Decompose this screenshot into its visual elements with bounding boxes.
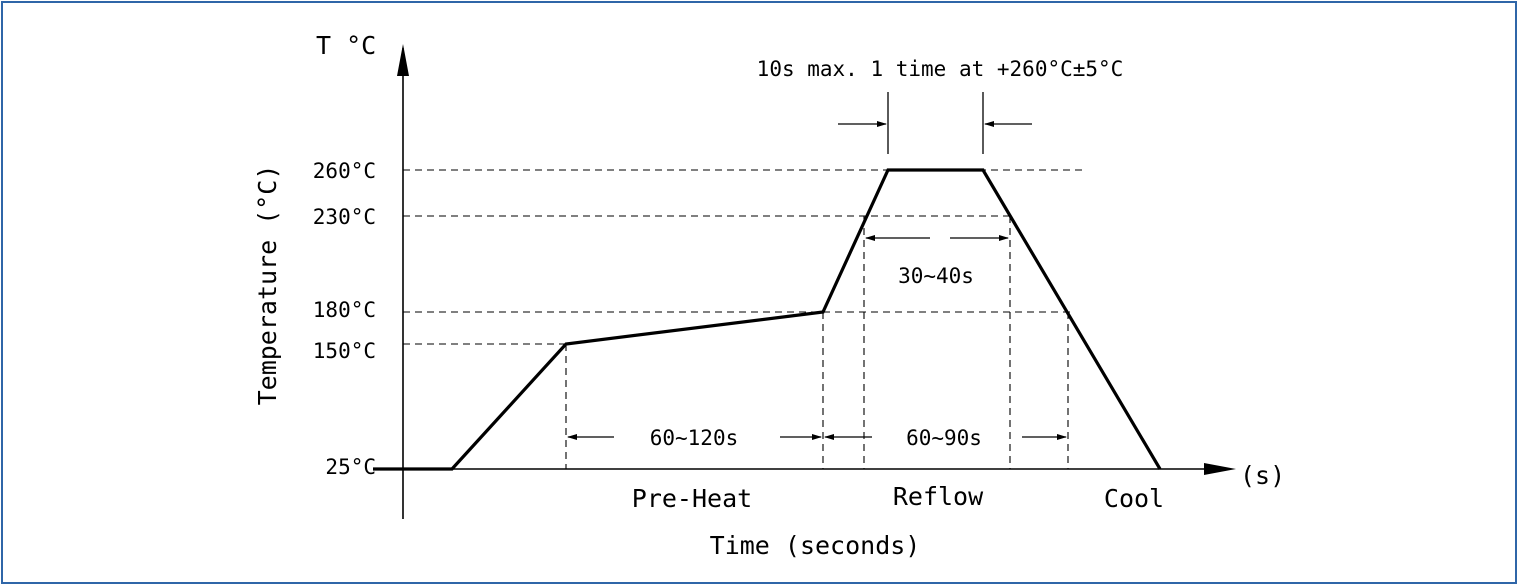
reflow-profile-curve <box>373 168 1162 471</box>
x-axis-title: Time (seconds) <box>710 531 921 560</box>
temp-label-25: 25°C <box>325 455 376 479</box>
above230-duration-label: 30~40s <box>898 264 974 288</box>
peak-annotation: 10s max. 1 time at +260°C±5°C <box>757 57 1124 81</box>
x-axis-unit-label: (s) <box>1240 461 1285 490</box>
axes <box>373 44 1236 519</box>
y-axis-title: Temperature (°C) <box>253 165 282 406</box>
peak-markers <box>887 92 984 154</box>
dimension-arrows <box>567 121 1067 440</box>
guide-lines <box>403 169 1082 469</box>
x-axis-arrowhead <box>1204 463 1236 475</box>
temp-label-150: 150°C <box>313 339 376 363</box>
y-axis-arrowhead <box>397 44 409 76</box>
y-axis-unit-label: T °C <box>316 31 376 60</box>
temp-label-260: 260°C <box>313 159 376 183</box>
zone-reflow-label: Reflow <box>893 482 984 511</box>
temp-label-230: 230°C <box>313 205 376 229</box>
preheat-duration-label: 60~120s <box>650 426 739 450</box>
zone-cool-label: Cool <box>1104 484 1164 513</box>
temp-label-180: 180°C <box>313 298 376 322</box>
zone-preheat-label: Pre-Heat <box>632 484 752 513</box>
above180-duration-label: 60~90s <box>906 426 982 450</box>
